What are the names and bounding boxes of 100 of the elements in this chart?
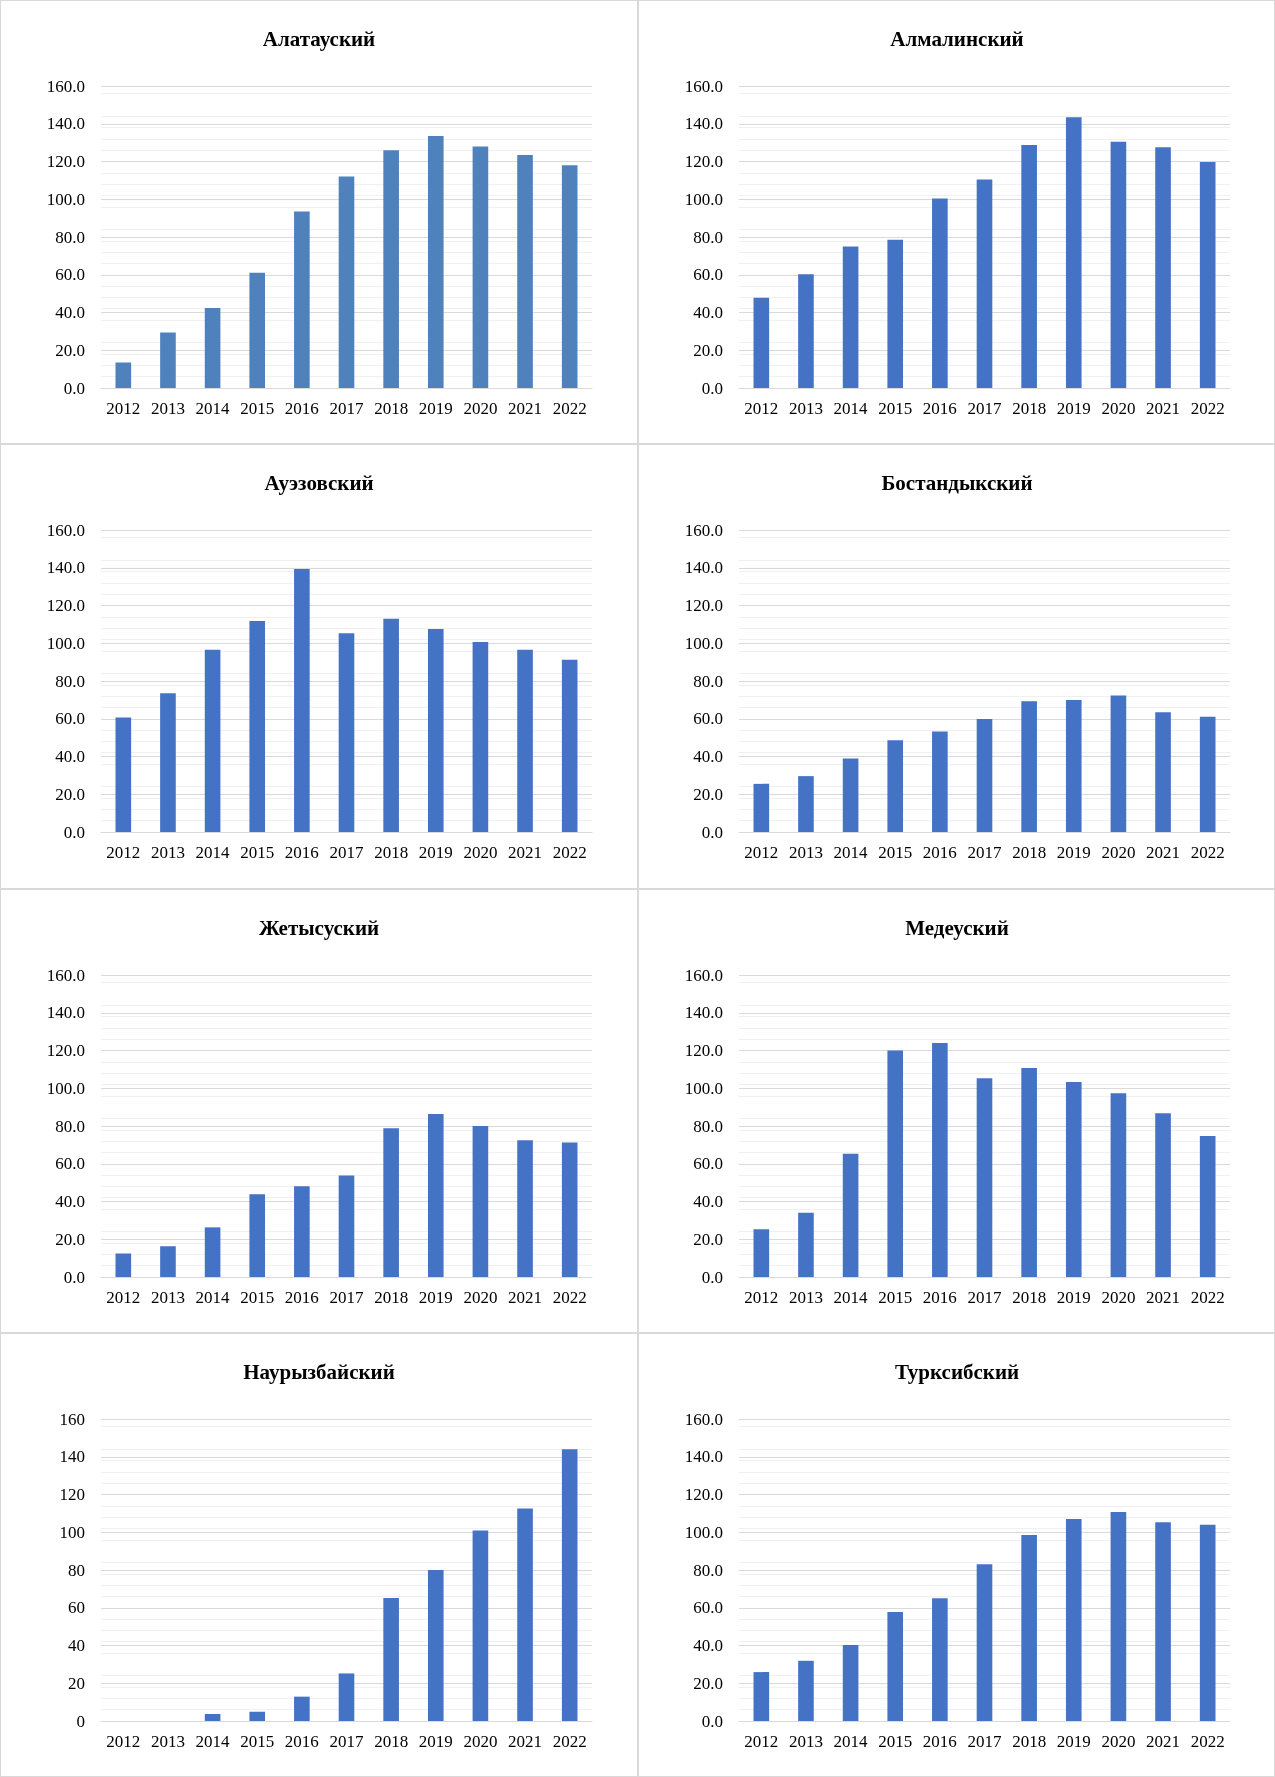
bar: [204, 307, 221, 388]
x-tick-label: 2018: [374, 399, 409, 418]
bar: [797, 1212, 814, 1277]
y-tick-label: 100: [59, 1522, 85, 1542]
y-tick-label: 80.0: [692, 671, 723, 691]
y-tick-label: 140.0: [46, 558, 85, 578]
y-tick-label: 20: [68, 1673, 85, 1693]
bar: [1065, 1081, 1082, 1277]
x-tick-label: 2019: [418, 843, 453, 863]
bar: [517, 154, 533, 388]
y-tick-label: 100.0: [684, 1078, 723, 1098]
bar: [886, 239, 903, 388]
y-tick-label: 20.0: [692, 1673, 723, 1693]
y-tick-label: 160.0: [46, 520, 85, 540]
y-tick-label: 120.0: [684, 1484, 723, 1504]
x-tick-label: 2016: [284, 399, 319, 418]
y-tick-label: 80.0: [692, 1560, 723, 1580]
x-tick-label: 2014: [833, 1731, 868, 1751]
bar: [294, 211, 310, 388]
bar: [931, 1042, 948, 1277]
y-tick-label: 40.0: [55, 1191, 85, 1211]
y-tick-label: 100.0: [684, 1522, 723, 1542]
y-tick-label: 160.0: [684, 965, 723, 984]
x-tick-label: 2021: [1145, 1731, 1180, 1751]
bar: [249, 621, 266, 833]
x-tick-label: 2015: [877, 1287, 912, 1307]
x-tick-label: 2022: [552, 399, 587, 418]
bar: [931, 198, 948, 388]
bar: [976, 1077, 992, 1277]
y-tick-label: 120.0: [684, 596, 723, 616]
bar: [842, 1644, 858, 1721]
x-tick-label: 2013: [788, 843, 823, 863]
y-tick-label: 60.0: [55, 1153, 85, 1173]
y-tick-label: 20.0: [55, 1229, 85, 1249]
x-tick-label: 2012: [743, 1731, 778, 1751]
bar: [517, 1508, 533, 1721]
bar: [249, 1193, 266, 1277]
x-tick-label: 2014: [195, 1731, 231, 1751]
y-tick-label: 140.0: [46, 114, 85, 134]
bar: [886, 1050, 903, 1277]
bar: [1199, 161, 1215, 388]
chart-title: Медеуский: [904, 915, 1009, 939]
bar: [976, 179, 992, 388]
y-tick-label: 40.0: [55, 747, 85, 767]
chart-title: Наурызбайский: [243, 1359, 395, 1384]
y-tick-label: 100.0: [46, 189, 85, 209]
bar: [561, 165, 578, 388]
bar: [427, 136, 444, 388]
chart-title: Бостандыкский: [880, 470, 1033, 495]
x-tick-label: 2018: [1011, 1287, 1046, 1307]
y-tick-label: 120.0: [684, 152, 723, 171]
y-tick-label: 80: [68, 1560, 85, 1580]
x-tick-label: 2015: [240, 399, 275, 418]
y-tick-label: 60: [68, 1598, 85, 1617]
x-tick-label: 2019: [1056, 399, 1091, 418]
x-tick-label: 2014: [833, 1287, 868, 1307]
bar: [294, 569, 310, 833]
bar: [338, 633, 355, 833]
bar: [1020, 1534, 1037, 1721]
bar: [1020, 145, 1037, 388]
x-tick-label: 2015: [240, 843, 275, 863]
y-tick-label: 0.0: [63, 1267, 85, 1286]
x-tick-label: 2015: [877, 399, 912, 418]
bar: [427, 1569, 444, 1721]
y-tick-label: 160.0: [46, 965, 85, 984]
bar: [1154, 147, 1171, 388]
bar: [1020, 1067, 1037, 1277]
x-tick-label: 2019: [1056, 1287, 1091, 1307]
x-tick-label: 2022: [552, 843, 587, 863]
y-tick-label: 100.0: [684, 634, 723, 653]
bar: [294, 1185, 310, 1277]
y-tick-label: 60.0: [692, 265, 723, 285]
y-tick-label: 60.0: [55, 709, 85, 729]
bar: [338, 1174, 355, 1277]
x-tick-label: 2015: [240, 1287, 275, 1307]
bar: [160, 1245, 176, 1277]
x-tick-label: 2020: [463, 399, 498, 418]
y-tick-label: 140.0: [46, 1002, 85, 1022]
x-tick-label: 2021: [508, 1287, 543, 1307]
y-tick-label: 60.0: [692, 1598, 723, 1617]
x-tick-label: 2017: [329, 399, 364, 418]
y-tick-label: 60.0: [55, 265, 85, 285]
x-tick-label: 2016: [284, 1731, 319, 1751]
bar: [976, 1564, 992, 1721]
bar: [561, 660, 578, 833]
x-tick-label: 2012: [106, 1731, 141, 1751]
bar: [338, 176, 355, 388]
x-tick-label: 2021: [1145, 843, 1180, 863]
x-tick-label: 2020: [1100, 843, 1135, 863]
y-tick-label: 40.0: [55, 303, 85, 322]
y-tick-label: 140: [59, 1447, 85, 1466]
x-tick-label: 2021: [508, 1731, 543, 1751]
bar: [383, 618, 399, 833]
y-tick-label: 40.0: [692, 1191, 723, 1211]
bar: [842, 246, 858, 388]
y-tick-label: 80.0: [55, 227, 85, 247]
y-tick-label: 0.0: [701, 1267, 723, 1286]
y-tick-label: 0.0: [63, 822, 85, 842]
bar: [931, 731, 948, 833]
x-tick-label: 2018: [1011, 843, 1046, 863]
